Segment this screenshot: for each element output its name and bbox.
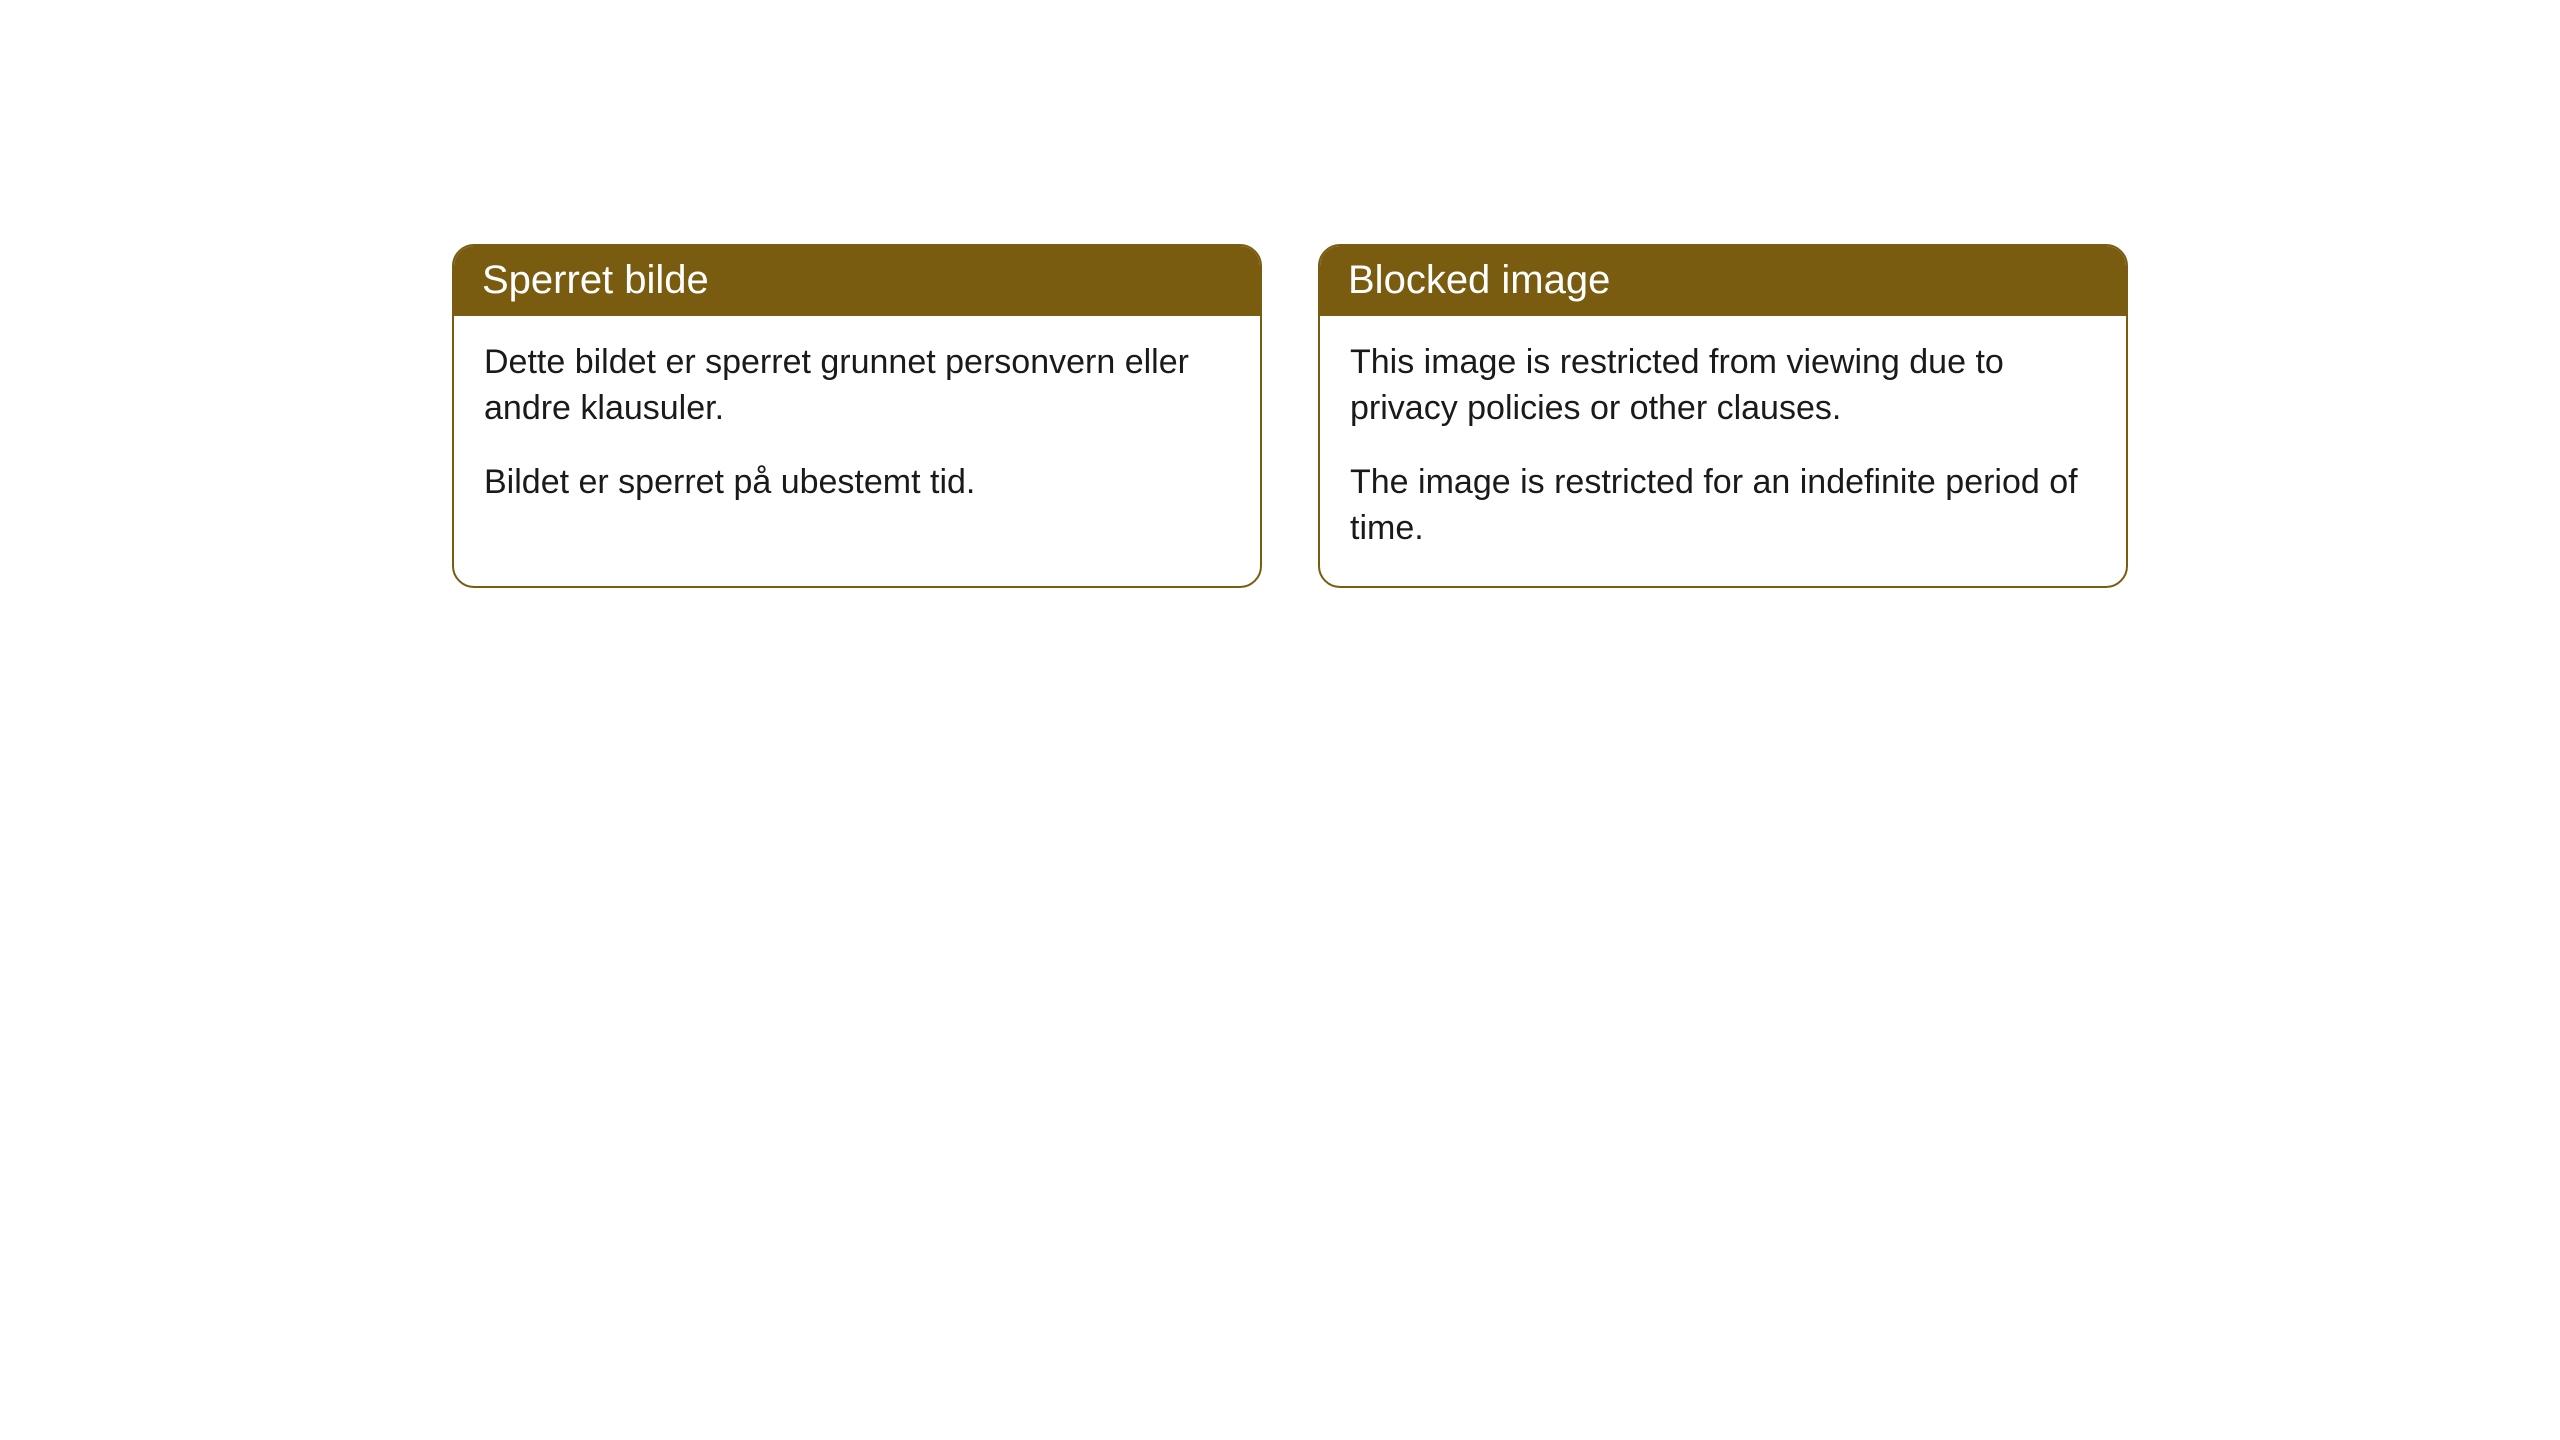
card-title: Blocked image	[1348, 258, 1610, 302]
card-paragraph: This image is restricted from viewing du…	[1350, 340, 2096, 432]
card-paragraph: The image is restricted for an indefinit…	[1350, 460, 2096, 552]
card-body: This image is restricted from viewing du…	[1320, 316, 2126, 586]
notice-cards-container: Sperret bilde Dette bildet er sperret gr…	[0, 0, 2560, 588]
blocked-image-card-norwegian: Sperret bilde Dette bildet er sperret gr…	[452, 244, 1262, 588]
card-body: Dette bildet er sperret grunnet personve…	[454, 316, 1260, 540]
card-title: Sperret bilde	[482, 258, 709, 302]
card-header: Sperret bilde	[454, 246, 1260, 316]
card-paragraph: Dette bildet er sperret grunnet personve…	[484, 340, 1230, 432]
card-paragraph: Bildet er sperret på ubestemt tid.	[484, 460, 1230, 506]
blocked-image-card-english: Blocked image This image is restricted f…	[1318, 244, 2128, 588]
card-header: Blocked image	[1320, 246, 2126, 316]
